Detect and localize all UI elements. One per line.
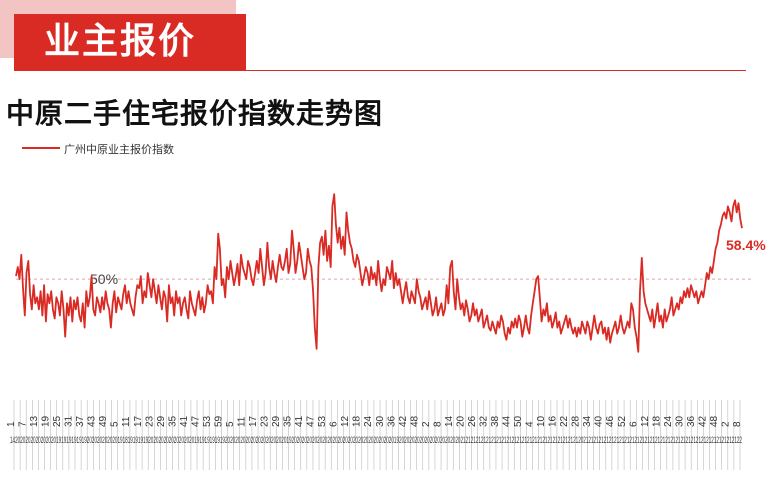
series-layer — [15, 193, 743, 353]
x-tick-label: 24 — [363, 415, 374, 427]
x-tick-label: 30 — [674, 415, 685, 427]
x-tick-label: 46 — [605, 415, 616, 427]
x-tick-label: 52 — [617, 415, 628, 427]
x-tick-label: 35 — [167, 415, 178, 427]
x-tick-label: 38 — [490, 415, 501, 427]
x-tick-label: 48 — [709, 415, 720, 427]
x-tick-label: 8 — [732, 421, 743, 427]
x-tick-label: 40 — [594, 415, 605, 427]
x-tick-label: 47 — [190, 415, 201, 427]
section-banner: 业主报价 — [14, 14, 246, 70]
x-tick-label: 41 — [294, 415, 305, 427]
x-tick-label: 12 — [340, 415, 351, 427]
x-tick-label: 59 — [213, 415, 224, 427]
x-tick-label: 23 — [260, 415, 271, 427]
x-tick-label: 2 — [720, 421, 731, 427]
x-tick-label: 43 — [87, 415, 98, 427]
x-tick-label: 30 — [375, 415, 386, 427]
x-tick-label: 18 — [352, 415, 363, 427]
x-tick-label: 19 — [41, 415, 52, 427]
x-tick-label: 17 — [248, 415, 259, 427]
x-axis-bottom-labels: 1420202020202020201919191919192020202020… — [10, 435, 742, 445]
x-tick-label: 53 — [317, 415, 328, 427]
x-tick-label: 26 — [467, 415, 478, 427]
series-line — [15, 193, 743, 353]
banner-divider — [14, 70, 746, 71]
x-tick-label: 14 — [444, 415, 455, 427]
x-tick-label: 31 — [64, 415, 75, 427]
x-tick-label: 10 — [536, 415, 547, 427]
x-tick-label: 29 — [271, 415, 282, 427]
x-tick-label: 22 — [559, 415, 570, 427]
x-tick-label: 50 — [513, 415, 524, 427]
x-tick-label: 18 — [651, 415, 662, 427]
x-tick-label: 11 — [121, 416, 132, 427]
chart-title: 中原二手住宅报价指数走势图 — [6, 97, 384, 130]
x-tick-label: 36 — [686, 415, 697, 427]
x-tick-label: 13 — [29, 415, 40, 427]
end-value-label: 58.4% — [726, 237, 766, 253]
x-tick-label: 4 — [525, 421, 536, 427]
x-tick-label: 7 — [18, 421, 29, 427]
x-tick-label: 47 — [306, 415, 317, 427]
x-tick-label: 42 — [398, 415, 409, 427]
x-tick-label: 28 — [571, 415, 582, 427]
x-tick-label: 6 — [329, 421, 340, 427]
legend: 广州中原业主报价指数 — [22, 142, 174, 156]
x-tick-label: 24 — [663, 415, 674, 427]
x-tick-label: 35 — [283, 415, 294, 427]
x-tick-label: 34 — [582, 415, 593, 427]
x-tick-label: 11 — [236, 416, 247, 427]
x-tick-label: 29 — [156, 415, 167, 427]
x-axis: 1 7 13 19 25 31 37 43 49 5 11 17 23 29 35 41 47 53 59 5 11 17… — [6, 400, 743, 470]
legend-label: 广州中原业主报价指数 — [64, 142, 174, 156]
x-tick-label: 53 — [202, 415, 213, 427]
x-tick-label: 8 — [432, 421, 443, 427]
x-tick-label: 49 — [98, 415, 109, 427]
reference-label: 50% — [90, 271, 118, 287]
x-tick-label: 25 — [52, 415, 63, 427]
x-tick-label: 36 — [386, 415, 397, 427]
x-tick-label: 2 — [421, 421, 432, 427]
x-tick-label: 5 — [110, 421, 121, 427]
x-tick-label: 17 — [133, 415, 144, 427]
x-tick-label: 16 — [548, 415, 559, 427]
x-tick-label: 5 — [225, 421, 236, 427]
x-tick-label: 6 — [628, 421, 639, 427]
x-tick-label: 1 — [6, 421, 17, 427]
x-tick-label: 41 — [179, 415, 190, 427]
x-tick-label: 12 — [640, 415, 651, 427]
x-tick-label: 32 — [478, 415, 489, 427]
x-tick-label: 37 — [75, 415, 86, 427]
x-tick-label: 23 — [144, 415, 155, 427]
x-tick-label: 48 — [409, 415, 420, 427]
x-tick-label: 20 — [455, 415, 466, 427]
x-tick-label: 42 — [697, 415, 708, 427]
x-tick-label: 44 — [502, 415, 513, 427]
